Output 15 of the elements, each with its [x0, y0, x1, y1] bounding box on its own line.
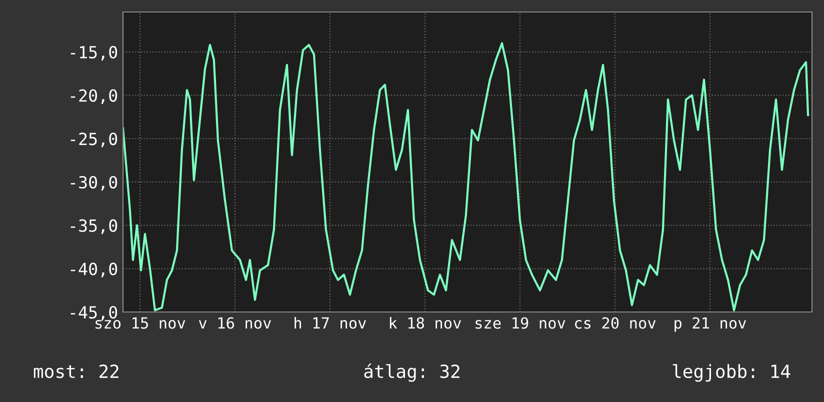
y-tick-label: -30,0: [70, 176, 118, 191]
y-tick-label: -35,0: [70, 219, 118, 234]
text: legjobb: 14: [672, 364, 790, 382]
x-tick-label: cs 20 nov: [575, 317, 656, 329]
x-tick-label: k 18 nov: [390, 316, 462, 329]
text: most: 22: [34, 364, 118, 378]
text: átlag: 32: [364, 363, 460, 382]
y-tick-label: -40,0: [70, 262, 118, 278]
y-tick-label: -20,0: [70, 89, 118, 104]
x-tick-label: p 21 nov: [674, 317, 746, 332]
x-tick-label: v 16 nov: [198, 317, 272, 329]
x-tick-label: h 17 nov: [294, 316, 366, 329]
x-tick-label: sze 19 nov: [476, 317, 566, 329]
y-tick-label: -15,0: [70, 46, 118, 61]
y-tick-label: -25,0: [70, 132, 118, 148]
